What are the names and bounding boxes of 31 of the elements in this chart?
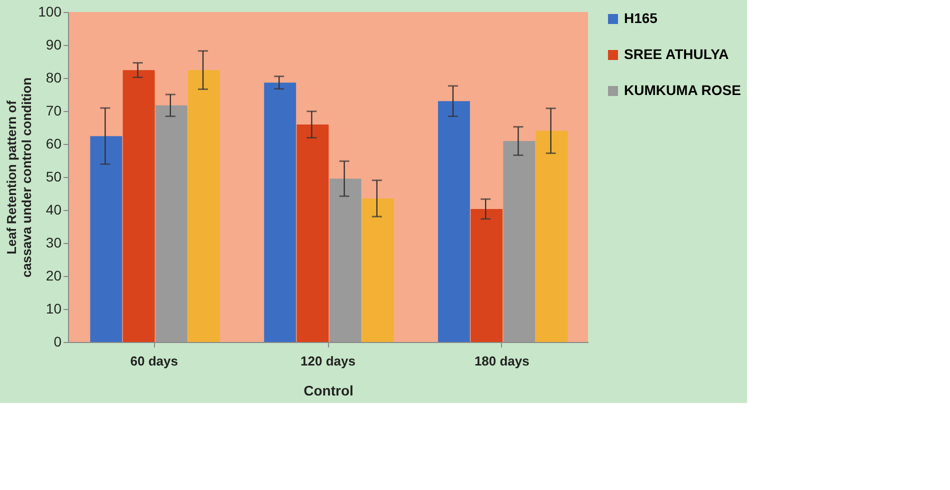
bar [329,178,362,342]
x-tick-label: 60 days [130,354,178,368]
legend-label: H165 [624,10,658,26]
y-tick-label: 30 [46,234,62,250]
x-axis-title: Control [304,382,354,398]
y-tick-label: 10 [46,300,62,316]
bar [470,209,503,342]
bar [188,70,220,342]
bar [438,101,470,342]
y-tick-label: 20 [46,268,62,284]
y-tick-label: 70 [46,102,62,118]
legend-label: KUMKUMA ROSE [624,82,741,98]
y-axis-title: Leaf Retention pattern of cassava under control condition [4,77,34,278]
y-tick-label: 0 [54,334,62,350]
y-tick-label: 90 [46,36,62,52]
legend-label: SREE ATHULYA [624,46,729,62]
bar [90,136,122,342]
y-tick-label: 80 [46,70,62,86]
bar [122,70,155,342]
bar [264,82,296,342]
y-tick-label: 50 [46,168,62,184]
x-tick-label: 180 days [474,354,530,368]
bar [503,141,536,342]
bar [536,130,568,342]
bar [155,105,188,342]
bar [362,198,394,342]
bar [296,124,329,342]
y-tick-label: 60 [46,136,62,152]
y-tick-label: 100 [38,4,62,20]
x-tick-label: 120 days [300,354,356,368]
y-tick-label: 40 [46,202,62,218]
